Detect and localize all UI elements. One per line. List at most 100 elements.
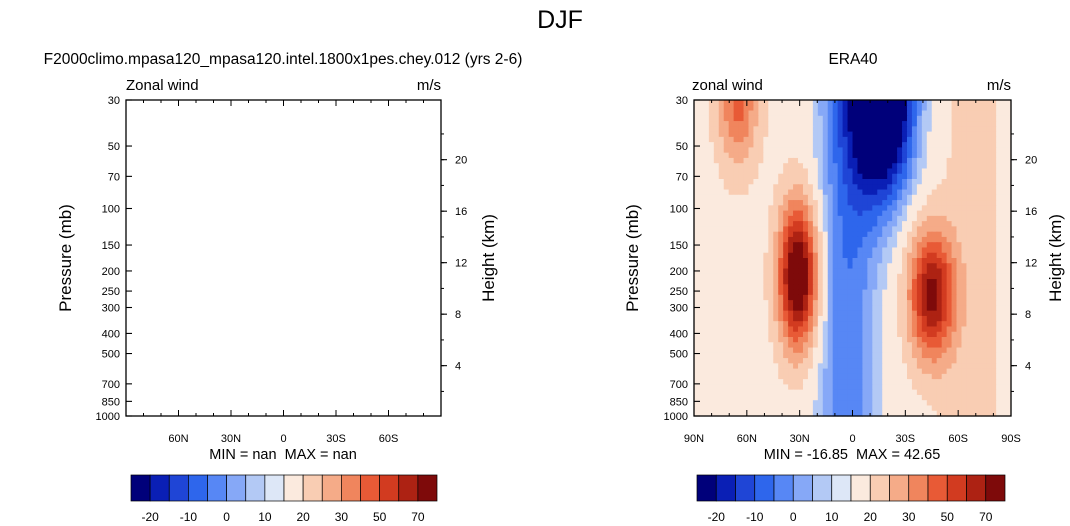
field-cell <box>961 284 968 291</box>
field-cell <box>897 157 903 164</box>
field-cell <box>966 263 972 270</box>
field-cell <box>728 194 735 201</box>
pressure-tick-label: 500 <box>102 349 120 361</box>
field-cell <box>708 405 715 412</box>
field-cell <box>906 147 913 154</box>
field-cell <box>768 384 774 391</box>
panel-model: F2000climo.mpasa120_mpasa120.intel.1800x… <box>44 51 523 463</box>
field-cell <box>926 379 933 385</box>
field-cell <box>961 231 968 238</box>
field-cell <box>911 363 918 370</box>
field-cell <box>783 305 789 312</box>
field-cell <box>713 152 720 159</box>
field-cell <box>852 210 859 217</box>
field-cell <box>906 121 913 127</box>
pressure-tick-label: 150 <box>102 240 120 252</box>
field-cell <box>996 210 1002 217</box>
field-cell <box>931 142 938 148</box>
field-cell <box>877 394 883 401</box>
field-cell <box>743 347 750 354</box>
field-cell <box>723 147 730 154</box>
field-cell <box>798 368 804 375</box>
field-cell <box>703 168 710 175</box>
field-cell <box>921 152 928 159</box>
field-cell <box>847 368 854 375</box>
field-cell <box>723 136 730 143</box>
field-cell <box>743 226 750 233</box>
field-cell <box>827 394 834 401</box>
field-cell <box>778 157 784 164</box>
field-cell <box>713 100 720 106</box>
field-cell <box>877 342 883 349</box>
field-cell <box>788 337 794 343</box>
field-cell <box>817 258 824 264</box>
field-cell <box>941 194 948 201</box>
field-cell <box>1001 363 1007 370</box>
field-cell <box>807 284 814 291</box>
field-cell <box>768 100 774 106</box>
field-cell <box>872 342 878 349</box>
field-cell <box>822 179 829 185</box>
field-cell <box>872 163 878 170</box>
field-cell <box>961 205 968 212</box>
field-cell <box>703 405 710 412</box>
field-cell <box>971 379 977 385</box>
field-cell <box>728 305 735 312</box>
field-cell <box>941 221 948 227</box>
field-cell <box>703 358 710 364</box>
field-cell <box>763 105 769 112</box>
field-cell <box>991 263 997 270</box>
field-cell <box>763 263 769 270</box>
field-cell <box>708 310 715 317</box>
field-cell <box>718 321 725 328</box>
field-cell <box>793 136 799 143</box>
field-cell <box>698 110 705 117</box>
field-cell <box>783 263 789 270</box>
field-cell <box>708 236 715 243</box>
field-cell <box>986 231 992 238</box>
field-cell <box>748 163 755 170</box>
field-cell <box>862 100 868 106</box>
field-cell <box>733 105 740 112</box>
field-cell <box>936 115 943 122</box>
field-cell <box>911 252 918 259</box>
field-cell <box>733 200 740 206</box>
lat-tick-label: 90S <box>1001 433 1021 445</box>
field-cell <box>788 115 794 122</box>
field-cell <box>1001 231 1007 238</box>
field-cell <box>748 279 755 285</box>
field-cell <box>916 131 923 138</box>
field-cell <box>926 384 933 391</box>
field-cell <box>986 268 992 275</box>
field-cell <box>763 226 769 233</box>
field-cell <box>951 321 958 328</box>
field-cell <box>738 337 745 343</box>
field-cell <box>694 352 700 359</box>
field-cell <box>951 273 958 280</box>
field-cell <box>966 347 972 354</box>
field-cell <box>966 379 972 385</box>
field-cell <box>763 236 769 243</box>
field-cell <box>986 194 992 201</box>
field-cell <box>817 337 824 343</box>
field-cell <box>713 131 720 138</box>
field-cell <box>827 189 834 196</box>
field-cell <box>981 136 987 143</box>
field-cell <box>902 163 908 170</box>
field-cell <box>748 200 755 206</box>
field-cell <box>892 200 898 206</box>
field-cell <box>832 279 839 285</box>
field-cell <box>842 236 849 243</box>
field-cell <box>832 252 839 259</box>
field-cell <box>753 121 759 127</box>
field-cell <box>921 221 928 227</box>
field-cell <box>936 163 943 170</box>
field-cell <box>713 258 720 264</box>
field-cell <box>778 147 784 154</box>
field-cell <box>862 373 868 380</box>
field-cell <box>976 363 982 370</box>
field-cell <box>817 279 824 285</box>
field-cell <box>788 252 794 259</box>
field-cell <box>961 147 968 154</box>
field-cell <box>966 300 972 306</box>
